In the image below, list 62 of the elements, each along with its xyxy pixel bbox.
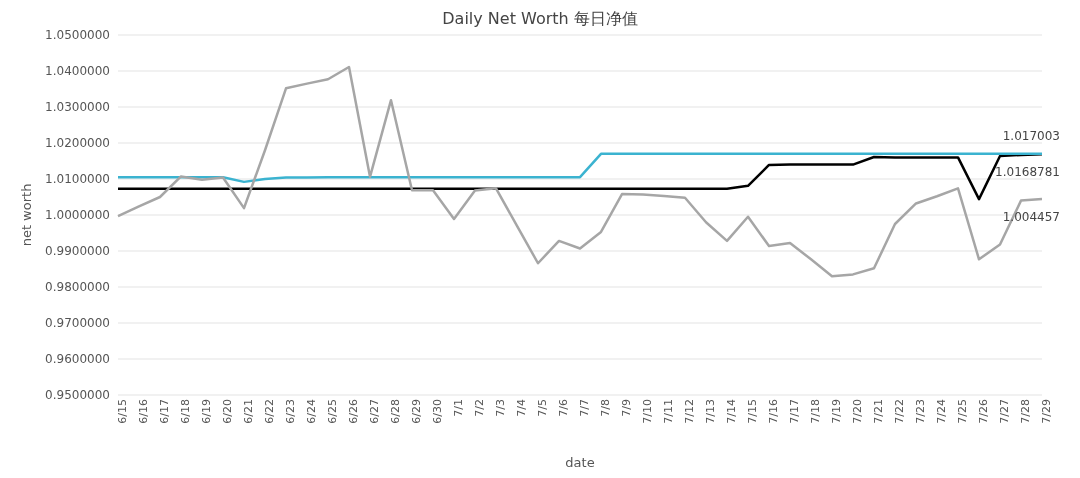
y-axis-title: net worth (18, 183, 34, 247)
x-tick-label: 6/15 (115, 399, 129, 424)
x-tick-label: 6/27 (367, 399, 381, 424)
x-tick-label: 6/30 (430, 399, 444, 424)
x-tick-label: 6/20 (220, 399, 234, 424)
x-tick-label: 7/2 (472, 399, 486, 417)
y-tick-label: 0.9800000 (45, 280, 110, 295)
x-tick-label: 7/17 (787, 399, 801, 424)
x-tick-label: 7/27 (997, 399, 1011, 424)
x-tick-label: 6/17 (157, 399, 171, 424)
x-tick-label: 7/19 (829, 399, 843, 424)
x-tick-label: 6/25 (325, 399, 339, 424)
x-tick-label: 6/19 (199, 399, 213, 424)
y-tick-label: 1.0100000 (45, 172, 110, 187)
x-tick-label: 7/29 (1039, 399, 1053, 424)
x-tick-label: 7/8 (598, 399, 612, 417)
x-tick-label: 7/22 (892, 399, 906, 424)
x-tick-label: 6/23 (283, 399, 297, 424)
x-tick-label: 7/9 (619, 399, 633, 417)
x-tick-label: 7/12 (682, 399, 696, 424)
x-tick-label: 7/24 (934, 399, 948, 424)
x-tick-label: 6/18 (178, 399, 192, 424)
y-tick-label: 0.9600000 (45, 352, 110, 367)
x-tick-label: 6/24 (304, 399, 318, 424)
y-tick-label: 1.0500000 (45, 28, 110, 43)
y-tick-label: 0.9900000 (45, 244, 110, 259)
x-tick-label: 7/16 (766, 399, 780, 424)
x-axis-title: date (565, 455, 595, 470)
x-tick-label: 7/5 (535, 399, 549, 417)
x-tick-label: 6/28 (388, 399, 402, 424)
x-tick-label: 7/28 (1018, 399, 1032, 424)
x-tick-label: 6/29 (409, 399, 423, 424)
x-tick-label: 7/23 (913, 399, 927, 424)
x-tick-label: 7/20 (850, 399, 864, 424)
y-tick-label: 1.0300000 (45, 100, 110, 115)
x-tick-label: 7/25 (955, 399, 969, 424)
x-tick-label: 7/1 (451, 399, 465, 417)
y-tick-label: 1.0200000 (45, 136, 110, 151)
x-tick-label: 6/16 (136, 399, 150, 424)
y-tick-label: 1.0000000 (45, 208, 110, 223)
x-tick-label: 7/26 (976, 399, 990, 424)
x-tick-label: 7/7 (577, 399, 591, 417)
x-tick-label: 7/11 (661, 399, 675, 424)
y-tick-label: 1.0400000 (45, 64, 110, 79)
x-tick-label: 7/13 (703, 399, 717, 424)
x-tick-label: 7/4 (514, 399, 528, 417)
x-tick-label: 7/14 (724, 399, 738, 424)
x-tick-label: 7/15 (745, 399, 759, 424)
x-tick-label: 7/18 (808, 399, 822, 424)
data-label: 1.004457 (1002, 209, 1060, 224)
data-label: 1.0168781 (995, 165, 1060, 180)
y-tick-label: 0.9700000 (45, 316, 110, 331)
x-tick-label: 6/22 (262, 399, 276, 424)
x-tick-label: 6/26 (346, 399, 360, 424)
y-tick-label: 0.9500000 (45, 388, 110, 403)
chart-title: Daily Net Worth 每日净值 (441, 8, 639, 30)
x-tick-label: 7/21 (871, 399, 885, 424)
x-tick-label: 7/10 (640, 399, 654, 424)
x-tick-label: 6/21 (241, 399, 255, 424)
x-tick-label: 7/3 (493, 399, 507, 417)
x-tick-label: 7/6 (556, 399, 570, 417)
data-label: 1.017003 (1002, 128, 1060, 143)
